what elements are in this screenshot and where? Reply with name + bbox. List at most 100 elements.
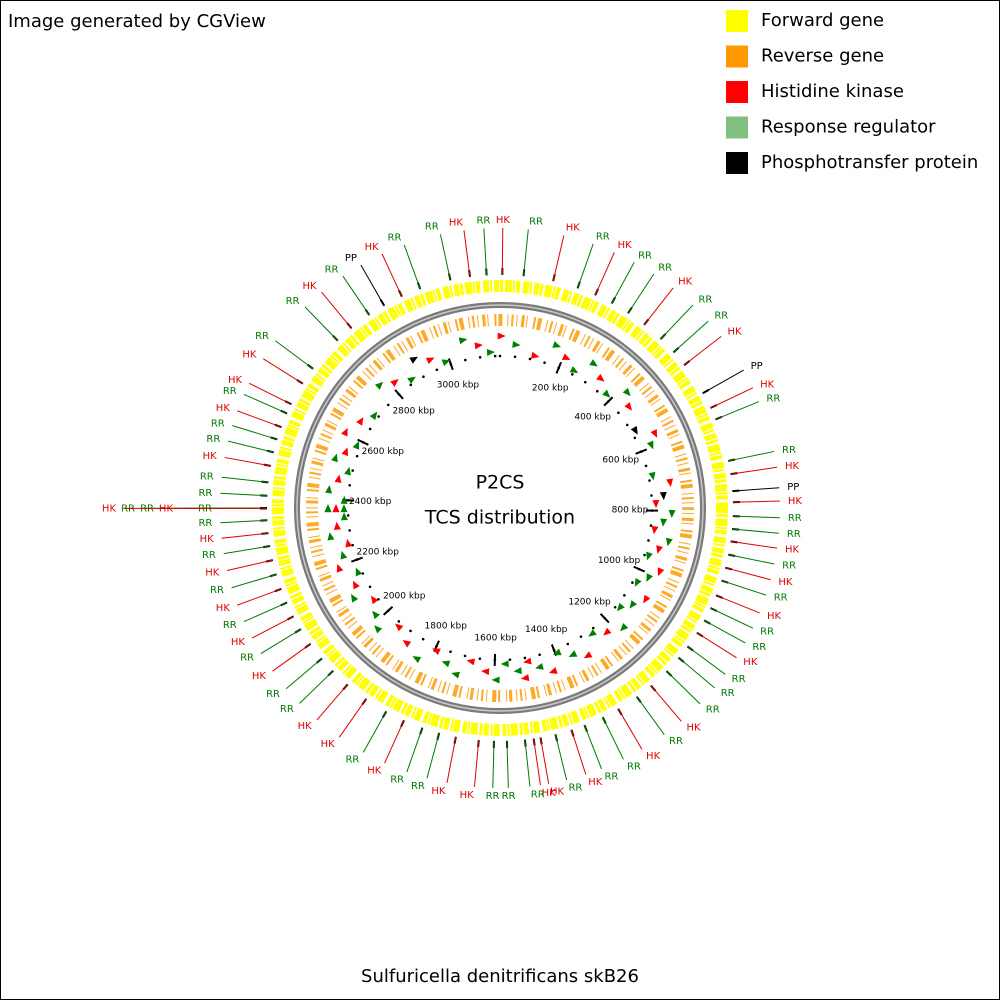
legend-label: Phosphotransfer protein [761, 152, 978, 173]
feature-glyph [340, 512, 348, 521]
feature-glyph [333, 521, 341, 531]
major-tick [394, 389, 404, 400]
minor-tick [595, 389, 599, 393]
feature-glyph [602, 389, 611, 398]
feature-leader [715, 594, 760, 614]
feature-label: RR [698, 294, 712, 305]
minor-tick [643, 553, 646, 557]
feature-glyph [352, 580, 360, 590]
feature-glyph [657, 567, 665, 577]
feature-glyph [665, 537, 673, 547]
feature-label: HK [216, 403, 231, 414]
feature-label: HK [365, 242, 380, 253]
feature-label: RR [255, 331, 269, 342]
feature-glyph [513, 667, 522, 675]
feature-leader [533, 738, 541, 786]
feature-leader [732, 515, 780, 519]
feature-leader [220, 492, 268, 497]
minor-tick [513, 355, 517, 359]
feature-glyph [474, 342, 483, 350]
feature-label: HK [743, 657, 758, 668]
feature-leader [224, 456, 271, 467]
feature-leader [696, 632, 737, 659]
feature-glyph [341, 447, 349, 457]
feature-leader [223, 545, 271, 555]
feature-leader [627, 273, 655, 314]
feature-label: RR [568, 783, 582, 794]
feature-label: RR [638, 250, 652, 261]
minor-tick [351, 543, 354, 547]
feature-label: HK [298, 721, 313, 732]
tick-label: 1800 kbp [425, 622, 468, 632]
feature-label: RR [787, 529, 801, 540]
feature-glyph [646, 440, 654, 450]
feature-label: RR [721, 688, 735, 699]
feature-glyph [355, 567, 363, 577]
feature-leader [539, 737, 550, 784]
legend-label: Reverse gene [761, 46, 884, 67]
feature-leader [643, 287, 674, 326]
feature-leader [285, 657, 323, 690]
feature-leader [492, 740, 495, 788]
major-tick [635, 448, 648, 455]
feature-glyph [548, 667, 558, 674]
feature-glyph [331, 453, 338, 463]
feature-leader [232, 425, 278, 440]
minor-tick [508, 658, 512, 661]
feature-label: RR [604, 771, 618, 782]
feature-leader [249, 382, 292, 405]
major-tick [555, 361, 563, 374]
feature-label: HK [205, 567, 220, 578]
feature-leader [272, 643, 311, 672]
major-tick [382, 606, 394, 616]
feature-leader [316, 683, 349, 721]
feature-leader [710, 607, 754, 629]
feature-glyph [345, 538, 353, 548]
minor-tick [633, 436, 637, 440]
feature-glyph [374, 381, 384, 390]
minor-tick [355, 454, 359, 458]
feature-label: RR [774, 593, 788, 604]
feature-label: RR [286, 296, 300, 307]
feature-leader [732, 487, 780, 492]
feature-leader [446, 736, 457, 784]
minor-tick [625, 423, 629, 427]
feature-leader [660, 304, 694, 340]
feature-label: RR [732, 674, 746, 685]
minor-tick [463, 654, 467, 658]
minor-tick [644, 464, 648, 468]
feature-leader [381, 253, 403, 297]
feature-glyph [327, 532, 335, 541]
feature-leader [342, 275, 370, 316]
major-tick [357, 438, 369, 446]
feature-leader [554, 734, 568, 781]
minor-tick [368, 585, 372, 589]
feature-label: RR [476, 215, 490, 226]
feature-leader [721, 580, 767, 596]
feature-glyph [622, 387, 631, 397]
feature-label: RR [411, 781, 425, 792]
feature-leader [702, 369, 744, 394]
feature-leader [730, 540, 778, 549]
feature-label: HK [302, 281, 317, 292]
tick-label: 3000 kbp [437, 380, 480, 390]
legend-swatch [726, 45, 748, 68]
feature-label: HK [242, 349, 257, 360]
feature-leader [730, 466, 778, 475]
feature-leader [611, 262, 635, 304]
feature-label: HK [231, 637, 246, 648]
feature-leader [732, 528, 779, 534]
minor-tick [449, 650, 452, 654]
feature-glyph [486, 348, 496, 356]
legend-swatch [726, 81, 748, 103]
feature-label: HK [588, 777, 603, 788]
feature-label: RR [206, 434, 220, 445]
tick-label: 1400 kbp [525, 625, 568, 635]
feature-leader [221, 532, 269, 539]
minor-tick [346, 514, 350, 517]
feature-leader [552, 235, 565, 282]
feature-label: RR [200, 471, 214, 482]
tick-label: 2200 kbp [357, 548, 400, 558]
feature-glyph [352, 441, 360, 450]
feature-label: RR [198, 518, 212, 529]
